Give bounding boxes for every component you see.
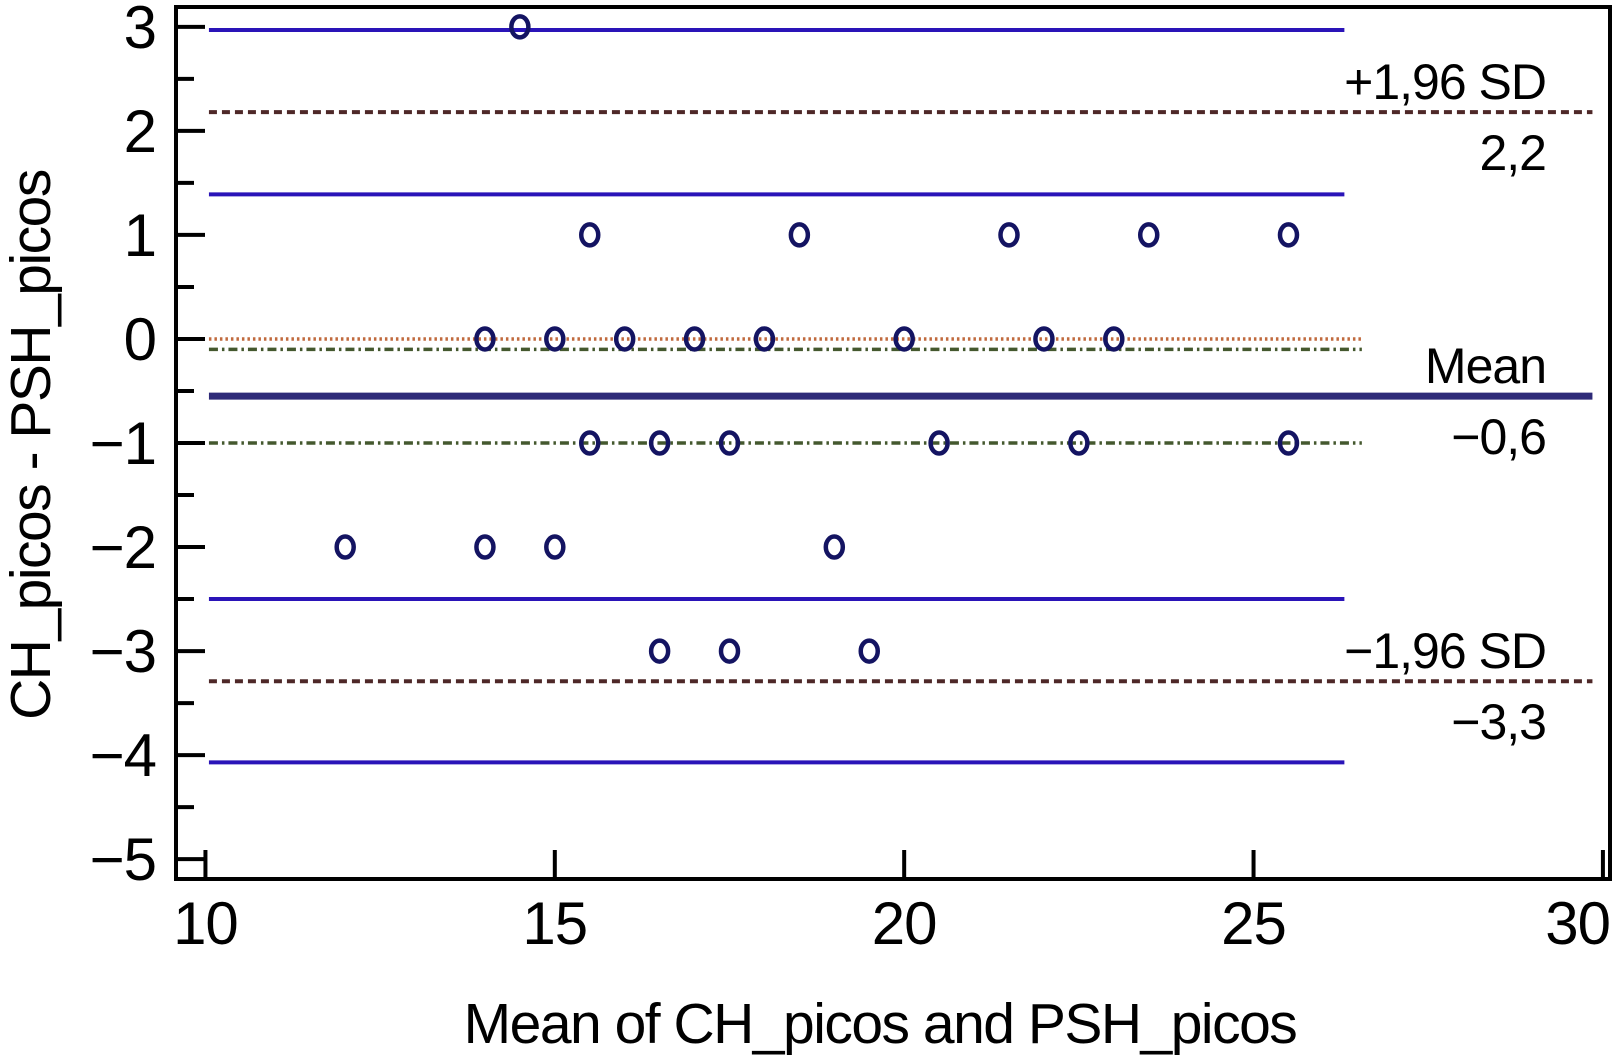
data-point <box>788 222 811 248</box>
x-tick-label: 10 <box>173 890 238 957</box>
data-point <box>544 534 566 560</box>
data-point <box>893 326 915 352</box>
data-point <box>578 222 601 248</box>
y-axis-title: CH_picos - PSH_picos <box>0 170 63 720</box>
upper-loa-label: +1,96 SD <box>1344 54 1546 110</box>
data-point <box>474 534 496 560</box>
y-tick-label: 2 <box>124 98 156 165</box>
data-point <box>1277 222 1300 248</box>
y-tick-label: −2 <box>90 514 156 581</box>
data-point <box>334 534 356 560</box>
y-tick-label: 1 <box>124 202 156 269</box>
lower-loa-value-label: −3,3 <box>1451 694 1546 750</box>
data-point <box>718 430 741 456</box>
y-tick-label: 3 <box>124 0 156 61</box>
data-point <box>578 430 601 456</box>
data-point <box>753 326 776 352</box>
y-tick-label: −1 <box>90 410 156 477</box>
data-point <box>998 222 1020 248</box>
y-tick-label: 0 <box>124 306 156 373</box>
data-point <box>648 430 671 456</box>
data-point <box>648 638 671 664</box>
y-tick-label: −4 <box>90 722 156 789</box>
lower-loa-label: −1,96 SD <box>1344 623 1546 679</box>
upper-loa-value-label: 2,2 <box>1479 125 1546 181</box>
data-point <box>474 326 496 352</box>
data-point <box>823 534 846 560</box>
data-point <box>1033 326 1055 352</box>
x-tick-label: 20 <box>872 890 937 957</box>
data-point <box>509 14 531 40</box>
data-point <box>544 326 566 352</box>
y-tick-label: −3 <box>90 618 156 685</box>
x-tick-label: 15 <box>522 890 587 957</box>
data-point <box>718 638 741 664</box>
data-point <box>1068 430 1090 456</box>
x-tick-label: 25 <box>1221 890 1286 957</box>
data-point <box>1103 326 1125 352</box>
x-axis-title: Mean of CH_picos and PSH_picos <box>464 992 1297 1056</box>
y-tick-label: −5 <box>90 826 156 893</box>
x-tick-label: 30 <box>1545 890 1610 957</box>
data-point <box>928 430 950 456</box>
mean-value-label: −0,6 <box>1451 409 1546 465</box>
mean-label: Mean <box>1425 338 1546 394</box>
data-point <box>1137 222 1160 248</box>
data-point <box>1277 430 1300 456</box>
data-point <box>858 638 880 664</box>
data-point <box>613 326 636 352</box>
data-point <box>683 326 706 352</box>
